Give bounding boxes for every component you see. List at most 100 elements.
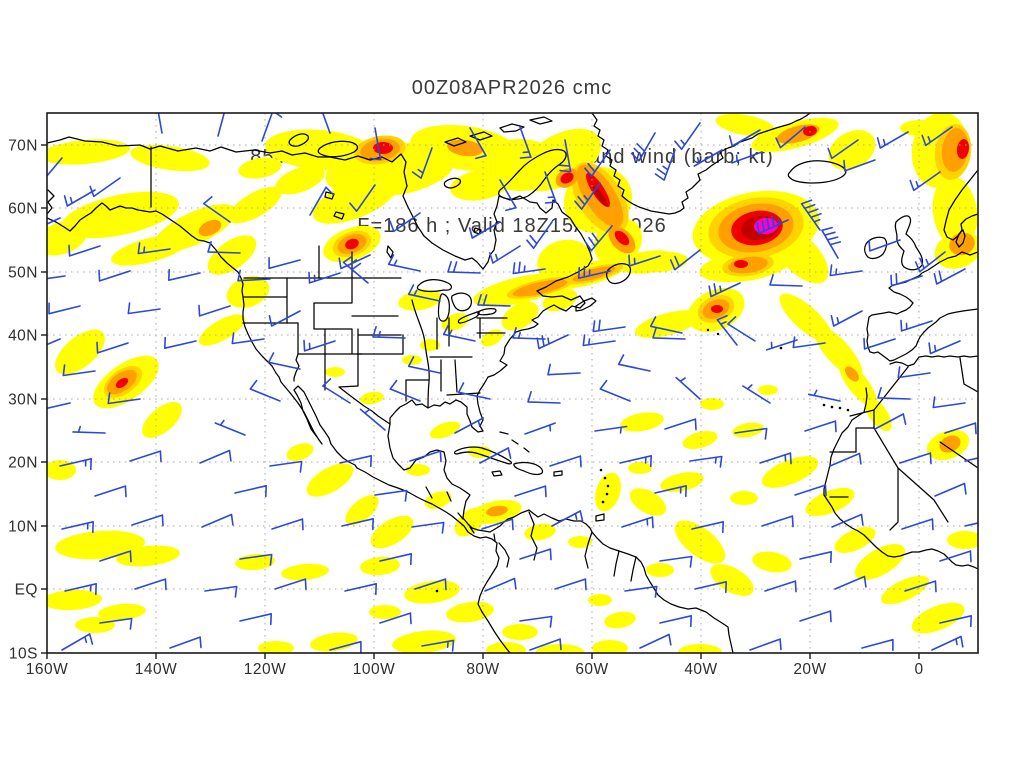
lat-label: EQ — [15, 582, 38, 599]
vorticity-cell — [115, 377, 129, 389]
vorticity-cell — [911, 602, 965, 634]
vorticity-cell — [754, 217, 778, 235]
vorticity-cell — [306, 463, 354, 497]
lat-label: 50N — [8, 265, 38, 282]
lon-label: 80W — [466, 661, 499, 678]
wind-barb — [800, 199, 822, 231]
wind-barb — [47, 275, 66, 280]
wind-barb — [48, 302, 81, 315]
wind-barb — [338, 254, 371, 270]
wind-barb — [659, 555, 693, 568]
vorticity-cell — [524, 523, 556, 541]
axis-ticks — [41, 144, 920, 659]
lat-label: 60N — [8, 201, 38, 218]
vorticity-cell — [614, 230, 630, 246]
lon-label: 120W — [244, 661, 287, 678]
wind-barb — [72, 425, 106, 434]
islands-canary — [830, 405, 834, 409]
wind-barb — [339, 455, 372, 468]
wind-barb — [99, 617, 133, 630]
islands-azores — [706, 328, 710, 332]
wind-barb — [863, 337, 896, 350]
vorticity-cell — [345, 238, 359, 250]
vorticity-cell — [939, 435, 961, 453]
wind-barb — [807, 389, 841, 402]
wind-barb — [742, 384, 771, 404]
wind-barb — [47, 157, 63, 178]
wind-barb — [526, 221, 553, 249]
vorticity-cell — [620, 412, 664, 432]
wind-barb — [527, 391, 561, 404]
island-jamaica — [491, 470, 503, 477]
wind-barb — [359, 408, 386, 431]
wind-barb — [749, 638, 782, 651]
wind-barb — [759, 452, 792, 465]
wind-barb — [379, 612, 412, 625]
wind-barb — [874, 413, 907, 430]
lakes-canada — [324, 191, 482, 259]
vorticity-cell — [758, 385, 778, 395]
wind-barb — [239, 613, 272, 626]
lat-label: 10N — [8, 519, 38, 536]
lon-label: 160W — [26, 661, 69, 678]
wind-barb — [939, 550, 972, 563]
wind-barb — [477, 294, 511, 307]
wind-barb — [599, 379, 631, 402]
lon-label: 20W — [793, 661, 826, 678]
coastlines — [47, 113, 978, 653]
vorticity-cell — [226, 276, 270, 308]
wind-barb — [309, 186, 335, 216]
wind-barb — [799, 610, 832, 623]
coastline-north-america-pacific — [47, 202, 511, 653]
borders-africa — [829, 357, 978, 531]
wind-barb — [107, 392, 141, 405]
wind-barb — [268, 257, 301, 270]
wind-barb — [457, 382, 491, 400]
vorticity-cell — [660, 472, 704, 492]
lake-erie — [457, 311, 480, 324]
wind-barb — [421, 639, 455, 652]
wind-barb — [164, 336, 197, 349]
vorticity-cell — [678, 644, 722, 653]
vorticity-cell — [560, 172, 574, 184]
wind-barb — [933, 268, 966, 285]
vorticity-cell — [628, 462, 652, 474]
vorticity-cell — [130, 144, 210, 172]
gridlines — [47, 113, 978, 653]
wind-barb — [64, 583, 97, 596]
wind-barb — [237, 269, 271, 282]
vorticity-cell — [845, 366, 859, 382]
wind-barb — [558, 139, 572, 173]
vorticity-cell — [486, 505, 508, 517]
vorticity-cell — [536, 644, 584, 653]
wind-barb — [630, 132, 656, 162]
vorticity-cell — [47, 220, 88, 256]
wind-barb — [207, 241, 241, 254]
wind-barb — [479, 447, 512, 464]
coastline-west-europe-iberia — [866, 251, 978, 362]
island-puerto-rico — [553, 470, 563, 477]
wind-barb — [909, 171, 941, 192]
vorticity-cell — [360, 556, 400, 576]
wind-barb — [582, 334, 616, 347]
wind-barb — [239, 553, 273, 566]
wind-barb — [63, 189, 96, 207]
wind-barb — [411, 147, 433, 179]
wind-barb — [514, 485, 547, 498]
wind-barb — [654, 485, 687, 498]
lake-ontario — [477, 308, 497, 316]
wind-barb — [691, 521, 724, 534]
islands-lesser-antilles — [605, 492, 609, 496]
wind-barb — [341, 518, 374, 531]
vorticity-cell — [592, 640, 628, 653]
wind-barb — [827, 139, 859, 160]
vorticity-cell — [429, 421, 461, 439]
wind-barb — [716, 314, 738, 346]
denmark — [955, 229, 966, 248]
islands-canary — [838, 406, 842, 410]
wind-barb — [765, 339, 798, 351]
wind-barb — [271, 518, 304, 531]
wind-barb — [639, 633, 672, 649]
wind-barb — [61, 521, 94, 534]
